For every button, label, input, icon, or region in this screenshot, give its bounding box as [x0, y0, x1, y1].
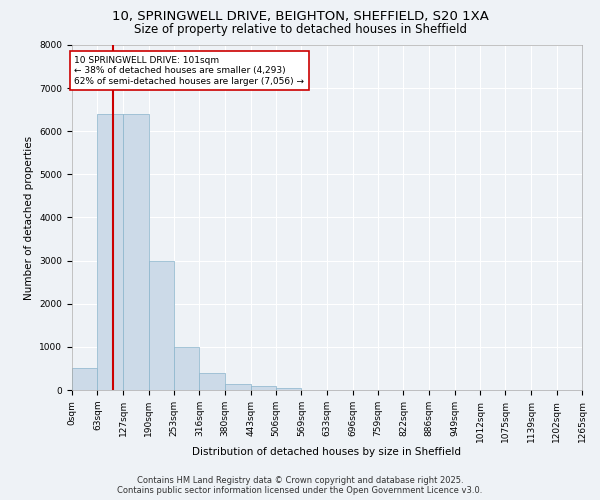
Bar	[97, 114, 123, 390]
Text: 10 SPRINGWELL DRIVE: 101sqm
← 38% of detached houses are smaller (4,293)
62% of : 10 SPRINGWELL DRIVE: 101sqm ← 38% of det…	[74, 56, 304, 86]
Bar	[225, 384, 251, 390]
Bar	[149, 260, 174, 390]
Bar	[276, 388, 301, 390]
Text: 10, SPRINGWELL DRIVE, BEIGHTON, SHEFFIELD, S20 1XA: 10, SPRINGWELL DRIVE, BEIGHTON, SHEFFIEL…	[112, 10, 488, 23]
Text: Contains HM Land Registry data © Crown copyright and database right 2025.
Contai: Contains HM Land Registry data © Crown c…	[118, 476, 482, 495]
Bar	[72, 368, 97, 390]
X-axis label: Distribution of detached houses by size in Sheffield: Distribution of detached houses by size …	[193, 448, 461, 458]
Bar	[123, 114, 149, 390]
Bar	[174, 347, 199, 390]
Bar	[251, 386, 276, 390]
Y-axis label: Number of detached properties: Number of detached properties	[24, 136, 34, 300]
Bar	[199, 373, 225, 390]
Text: Size of property relative to detached houses in Sheffield: Size of property relative to detached ho…	[133, 22, 467, 36]
